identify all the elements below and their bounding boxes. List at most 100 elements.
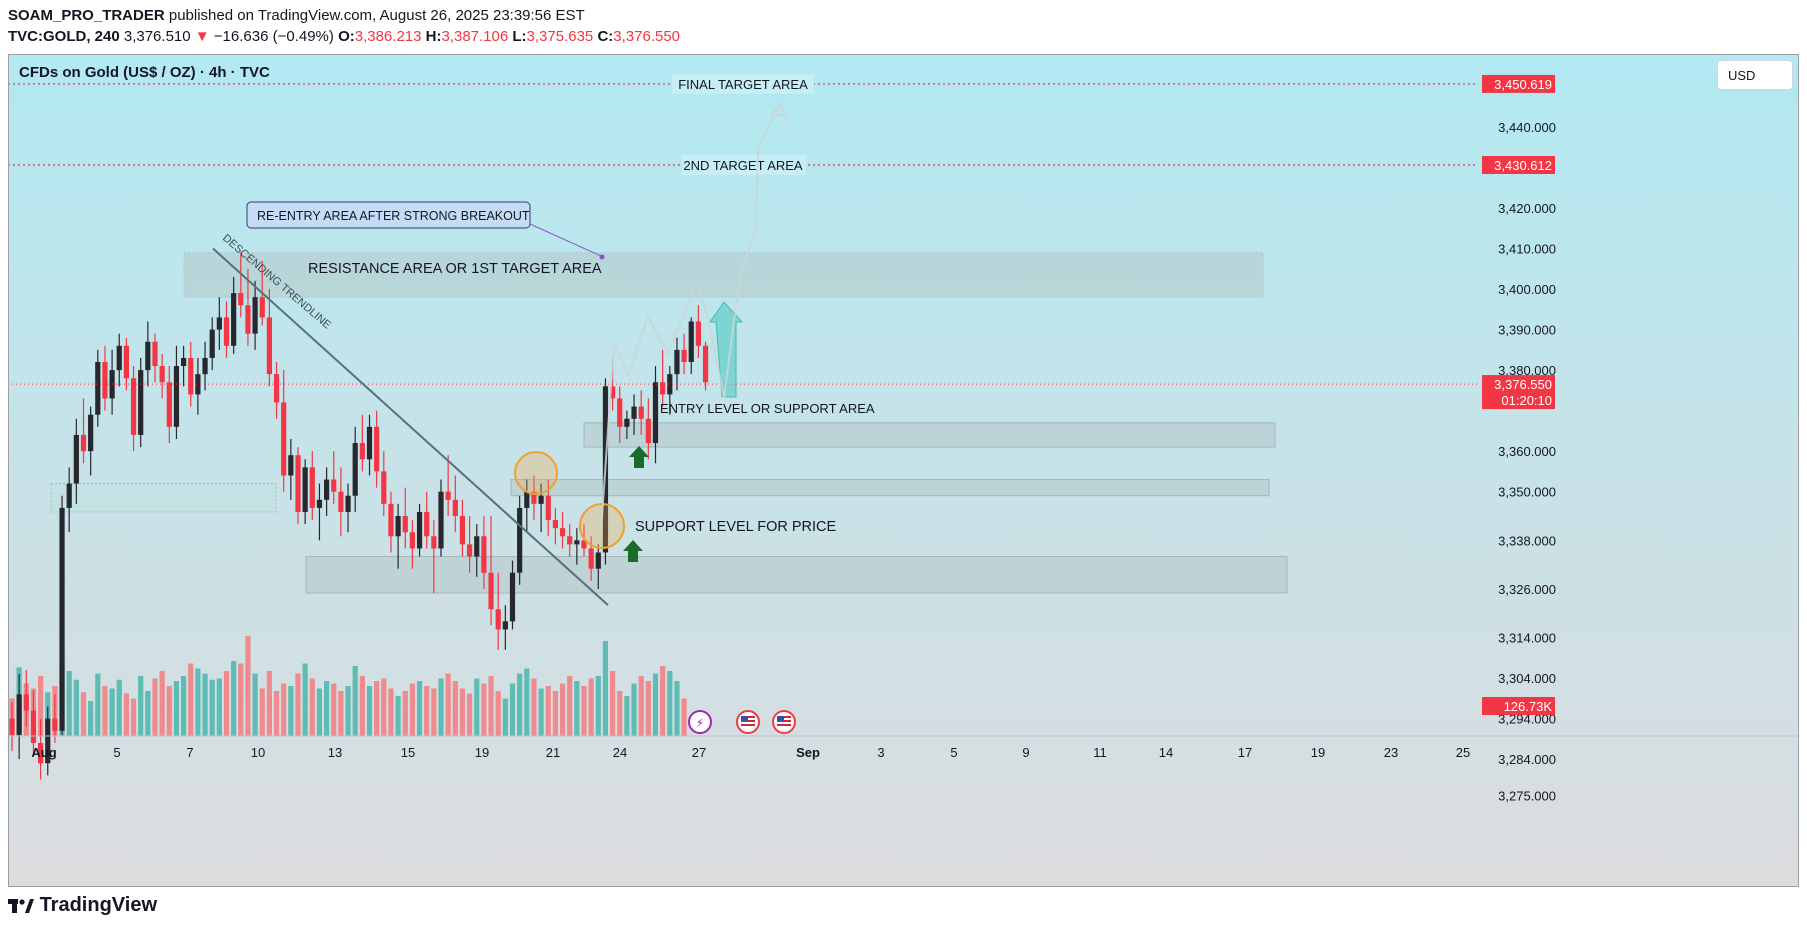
candle[interactable] xyxy=(374,410,380,488)
candle[interactable] xyxy=(402,487,408,549)
candle[interactable] xyxy=(66,467,72,533)
candle[interactable] xyxy=(95,349,101,427)
candle[interactable] xyxy=(45,706,51,776)
candle[interactable] xyxy=(273,362,280,419)
candle[interactable] xyxy=(538,483,544,533)
candle[interactable] xyxy=(302,459,308,525)
candle[interactable] xyxy=(681,333,687,375)
candle[interactable] xyxy=(309,451,315,521)
candle[interactable] xyxy=(509,560,516,630)
candle[interactable] xyxy=(660,349,666,407)
candle[interactable] xyxy=(173,345,180,439)
candle[interactable] xyxy=(166,366,172,444)
candle[interactable] xyxy=(159,353,165,399)
candle[interactable] xyxy=(238,252,244,318)
candle[interactable] xyxy=(481,516,487,589)
candle[interactable] xyxy=(216,297,222,350)
candle[interactable] xyxy=(209,317,215,371)
candle[interactable] xyxy=(588,536,594,581)
candle[interactable] xyxy=(366,414,373,476)
candle[interactable] xyxy=(645,398,651,460)
candle[interactable] xyxy=(23,670,29,727)
candle[interactable] xyxy=(266,289,272,387)
candle[interactable] xyxy=(281,370,287,492)
candle[interactable] xyxy=(316,483,323,541)
candle[interactable] xyxy=(152,333,158,383)
candle[interactable] xyxy=(52,694,58,743)
candle[interactable] xyxy=(574,528,580,565)
lightning-event-icon[interactable] xyxy=(688,710,712,734)
candle[interactable] xyxy=(438,479,444,557)
candle[interactable] xyxy=(459,499,466,557)
candle[interactable] xyxy=(624,410,630,439)
candle[interactable] xyxy=(388,491,394,553)
candle[interactable] xyxy=(102,345,108,411)
descending-trendline[interactable] xyxy=(212,247,609,606)
candle[interactable] xyxy=(517,495,523,585)
candle[interactable] xyxy=(59,495,65,735)
candle[interactable] xyxy=(416,503,423,557)
candle[interactable] xyxy=(30,690,37,756)
candle[interactable] xyxy=(331,451,337,504)
candle[interactable] xyxy=(345,483,351,533)
candle[interactable] xyxy=(16,674,22,760)
candle[interactable] xyxy=(445,455,451,516)
candle[interactable] xyxy=(631,394,637,435)
candle[interactable] xyxy=(595,544,601,589)
candle[interactable] xyxy=(130,366,137,452)
candle[interactable] xyxy=(431,520,437,593)
candle[interactable] xyxy=(424,491,430,549)
publisher-name[interactable]: SOAM_PRO_TRADER xyxy=(8,7,165,24)
tradingview-footer[interactable]: TradingView xyxy=(8,894,157,917)
candle[interactable] xyxy=(38,718,44,780)
candle[interactable] xyxy=(352,426,358,512)
candle[interactable] xyxy=(452,475,458,533)
candle[interactable] xyxy=(617,386,623,444)
candle[interactable] xyxy=(223,301,230,358)
candle[interactable] xyxy=(231,276,237,354)
candle[interactable] xyxy=(202,341,208,391)
candle[interactable] xyxy=(667,366,673,415)
candle[interactable] xyxy=(467,516,473,573)
currency-button[interactable]: USD xyxy=(1717,60,1793,90)
candle[interactable] xyxy=(252,280,258,350)
candle[interactable] xyxy=(88,406,94,476)
candle[interactable] xyxy=(524,479,530,533)
candle[interactable] xyxy=(295,447,301,525)
candle[interactable] xyxy=(567,524,573,557)
candle[interactable] xyxy=(181,345,187,387)
candle[interactable] xyxy=(338,467,344,537)
candle[interactable] xyxy=(502,605,508,650)
candle[interactable] xyxy=(123,337,129,391)
us-flag-event-icon[interactable] xyxy=(736,710,760,734)
candle[interactable] xyxy=(324,467,330,516)
us-flag-event-icon[interactable] xyxy=(772,710,796,734)
candle[interactable] xyxy=(381,451,387,516)
candle[interactable] xyxy=(116,333,122,387)
candle[interactable] xyxy=(688,317,694,375)
candle[interactable] xyxy=(409,520,415,569)
candle[interactable] xyxy=(695,305,701,358)
candle[interactable] xyxy=(652,366,659,464)
candle[interactable] xyxy=(73,418,79,504)
candle[interactable] xyxy=(531,475,537,521)
candle[interactable] xyxy=(9,702,15,752)
candle[interactable] xyxy=(195,357,201,415)
candle[interactable] xyxy=(359,414,365,472)
candle[interactable] xyxy=(245,268,251,346)
candle[interactable] xyxy=(559,511,566,549)
candle[interactable] xyxy=(138,357,144,448)
candle[interactable] xyxy=(188,341,194,407)
candle[interactable] xyxy=(702,341,709,391)
candle[interactable] xyxy=(474,524,480,577)
candle[interactable] xyxy=(395,503,401,569)
candle[interactable] xyxy=(495,572,501,650)
candle[interactable] xyxy=(145,321,151,387)
candle[interactable] xyxy=(638,390,644,435)
candle[interactable] xyxy=(288,439,294,500)
candle[interactable] xyxy=(552,507,558,545)
candle[interactable] xyxy=(674,337,680,391)
candle[interactable] xyxy=(488,516,494,626)
candle[interactable] xyxy=(80,398,87,464)
